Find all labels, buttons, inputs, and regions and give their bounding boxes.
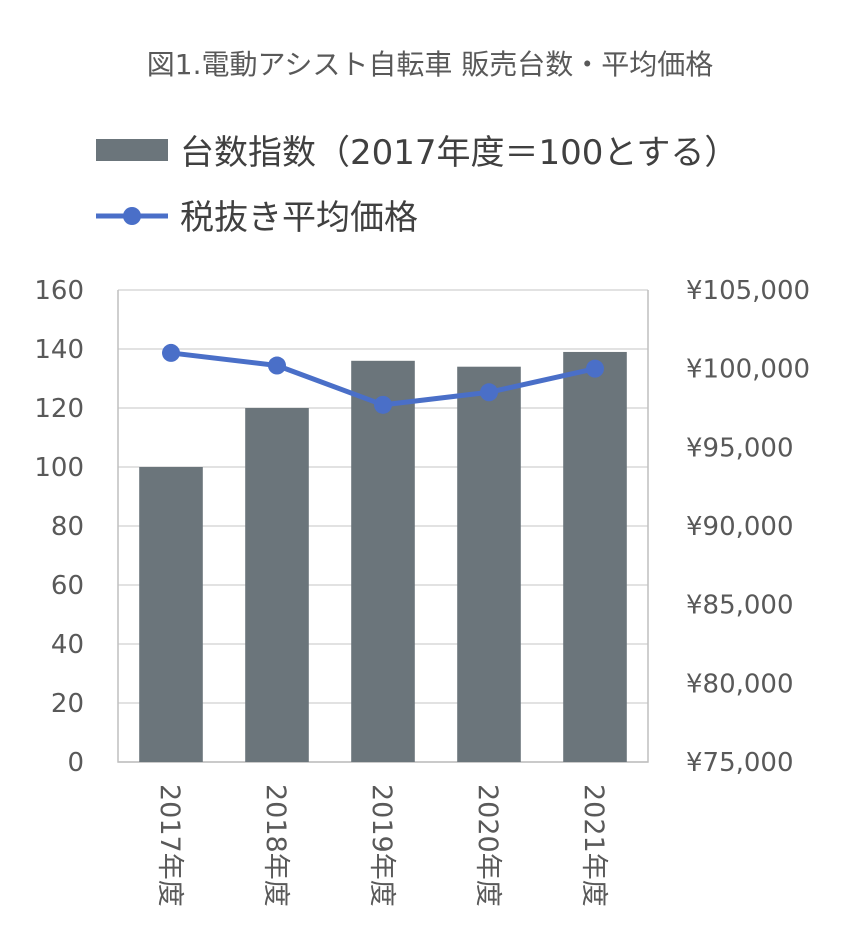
legend-swatch-bar — [96, 139, 168, 161]
left-tick-label: 160 — [34, 276, 84, 306]
left-tick-label: 60 — [51, 571, 84, 601]
price-point — [480, 383, 498, 402]
x-tick-text: 2019年度 — [366, 784, 397, 907]
left-axis: 0 20 40 60 80 100 120 140 160 — [34, 276, 84, 778]
legend: 台数指数（2017年度＝100とする） 税抜き平均価格 — [96, 133, 738, 238]
x-tick-label: 2019年度 — [366, 784, 397, 907]
x-tick-label: 2020年度 — [472, 784, 503, 907]
legend-label-line: 税抜き平均価格 — [180, 198, 418, 238]
price-point — [162, 343, 180, 362]
left-tick-label: 140 — [34, 335, 84, 365]
price-line — [162, 343, 604, 414]
x-tick-text: 2018年度 — [260, 784, 291, 907]
left-tick-label: 100 — [34, 453, 84, 483]
legend-swatch-marker — [123, 207, 141, 225]
right-tick-label: ¥75,000 — [686, 748, 794, 778]
price-point — [586, 359, 604, 378]
bars — [139, 351, 627, 762]
right-tick-label: ¥100,000 — [686, 355, 810, 385]
x-tick-text: 2020年度 — [472, 784, 503, 907]
x-tick-label: 2018年度 — [260, 784, 291, 907]
right-tick-label: ¥90,000 — [686, 512, 794, 542]
left-tick-label: 80 — [51, 512, 84, 542]
legend-label-bar: 台数指数（2017年度＝100とする） — [180, 133, 738, 173]
x-axis: 2017年度 2018年度 2019年度 2020年度 2021年度 — [154, 784, 609, 907]
right-tick-label: ¥85,000 — [686, 591, 794, 621]
right-axis: ¥75,000 ¥80,000 ¥85,000 ¥90,000 ¥95,000 ¥100,… — [686, 276, 810, 778]
x-tick-label: 2021年度 — [578, 784, 609, 907]
x-tick-text: 2017年度 — [154, 784, 185, 907]
left-tick-label: 40 — [51, 630, 84, 660]
bar — [139, 467, 203, 762]
bar — [351, 360, 415, 762]
right-tick-label: ¥95,000 — [686, 433, 794, 463]
left-tick-label: 120 — [34, 394, 84, 424]
chart-title: 図1.電動アシスト自転車 販売台数・平均価格 — [147, 48, 714, 81]
x-tick-label: 2017年度 — [154, 784, 185, 907]
bar — [245, 408, 309, 762]
x-tick-text: 2021年度 — [578, 784, 609, 907]
price-point — [374, 395, 392, 414]
left-tick-label: 20 — [51, 689, 84, 719]
left-tick-label: 0 — [67, 748, 84, 778]
right-tick-label: ¥80,000 — [686, 669, 794, 699]
price-point — [268, 356, 286, 375]
bar — [457, 366, 521, 762]
right-tick-label: ¥105,000 — [686, 276, 810, 306]
bar — [563, 351, 627, 762]
